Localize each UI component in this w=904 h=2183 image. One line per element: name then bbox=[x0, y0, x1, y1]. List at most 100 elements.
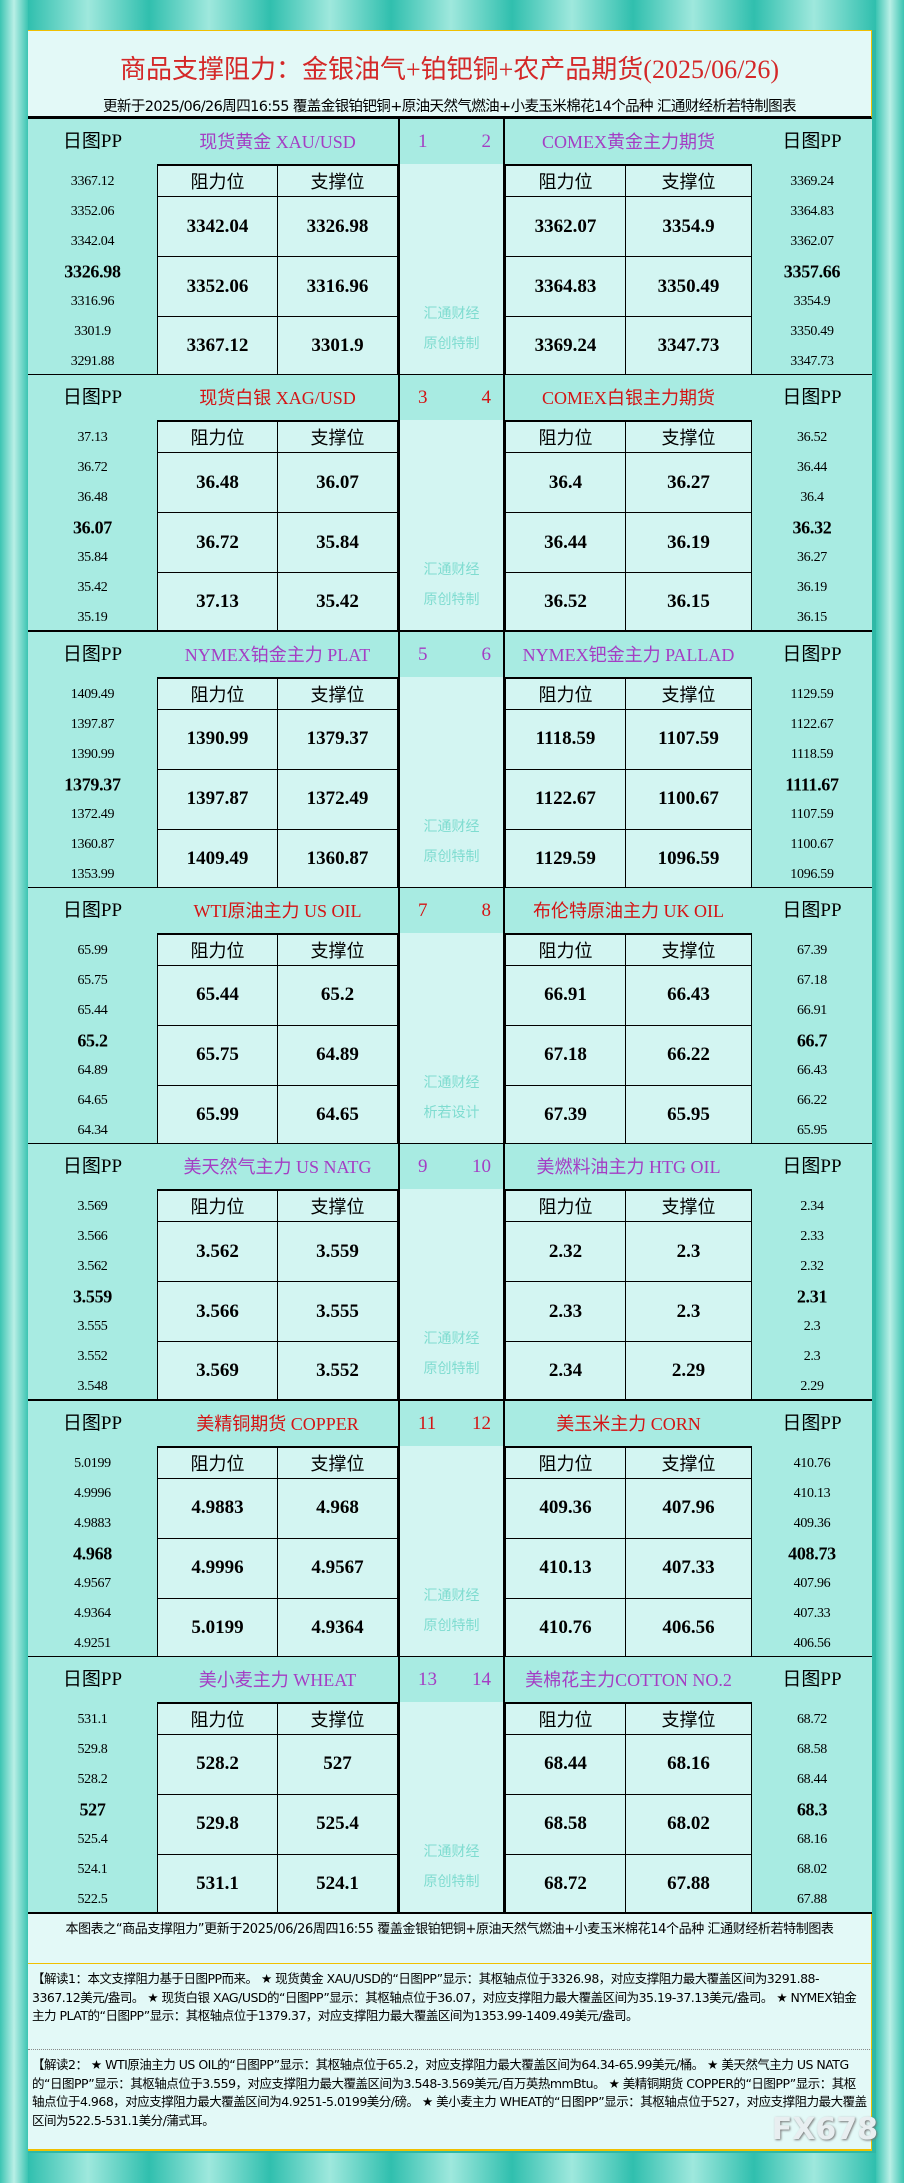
pp-value: 67.88 bbox=[796, 1891, 827, 1907]
pp-value: 1096.59 bbox=[790, 866, 834, 882]
pp-value: 3347.73 bbox=[790, 354, 834, 369]
instrument-number: 11 bbox=[418, 1412, 437, 1434]
pp-value: 66.43 bbox=[796, 1062, 827, 1078]
pp-value: 5.0199 bbox=[74, 1455, 111, 1471]
support-value: 64.89 bbox=[278, 1025, 398, 1086]
support-value: 65.95 bbox=[626, 1085, 752, 1145]
support-value: 3347.73 bbox=[626, 317, 752, 376]
resistance-value: 1390.99 bbox=[158, 709, 278, 770]
pp-value: 68.02 bbox=[796, 1861, 827, 1877]
pp-value: 410.76 bbox=[793, 1455, 831, 1471]
resistance-value: 68.58 bbox=[506, 1794, 626, 1855]
resistance-header: 阻力位 bbox=[158, 422, 278, 454]
resistance-value: 529.8 bbox=[158, 1794, 278, 1855]
resistance-header: 阻力位 bbox=[158, 934, 278, 966]
watermark-text: 原创特制 bbox=[423, 1617, 480, 1634]
resistance-value: 36.44 bbox=[506, 513, 626, 574]
pp-levels-left: 1409.49 1397.87 1390.99 1379.37 1372.49 1360.… bbox=[28, 632, 157, 887]
pp-label: 日图PP bbox=[62, 131, 123, 152]
resistance-value: 1122.67 bbox=[506, 769, 626, 830]
support-header: 支撑位 bbox=[278, 422, 398, 454]
instrument-number: 2 bbox=[481, 131, 492, 152]
pp-value: 2.34 bbox=[800, 1199, 824, 1215]
pp-levels-right: 1129.59 1122.67 1118.59 1111.67 1107.59 1100.… bbox=[752, 632, 872, 887]
pp-label: 日图PP bbox=[782, 899, 842, 921]
pp-value: 524.1 bbox=[77, 1861, 108, 1877]
resistance-header: 阻力位 bbox=[158, 1703, 278, 1735]
instrument-name: 现货白银 XAG/USD bbox=[199, 388, 356, 409]
resistance-value: 2.34 bbox=[506, 1342, 626, 1402]
pp-value: 2.3 bbox=[803, 1349, 821, 1365]
support-value: 66.22 bbox=[626, 1025, 752, 1086]
levels-table-right: 阻力位 支撑位 3362.07 3354.9 3364.83 3350.49 3369.24… bbox=[505, 164, 752, 376]
middle-column: 3 4 汇通财经 原创特制 bbox=[398, 375, 505, 631]
resistance-value: 3.569 bbox=[158, 1342, 278, 1402]
support-value: 36.07 bbox=[278, 453, 398, 514]
pp-value: 3301.9 bbox=[74, 324, 111, 339]
resistance-value: 3369.24 bbox=[506, 317, 626, 376]
instrument-number: 9 bbox=[418, 1156, 428, 1178]
pp-value: 64.34 bbox=[77, 1122, 108, 1138]
resistance-value: 65.75 bbox=[158, 1025, 278, 1086]
pp-value: 36.15 bbox=[796, 610, 827, 626]
pp-value: 36.27 bbox=[796, 550, 827, 566]
pivot-value: 3357.66 bbox=[783, 261, 841, 282]
pp-label: 日图PP bbox=[782, 643, 842, 665]
resistance-value: 409.36 bbox=[506, 1478, 626, 1539]
pp-value: 3342.04 bbox=[70, 234, 115, 249]
watermark-text: 析若设计 bbox=[423, 1104, 480, 1121]
support-value: 66.43 bbox=[626, 965, 752, 1026]
interpretation-1: 【解读1：本文支撑阻力基于日图PP而来。 ★ 现货黄金 XAU/USD的“日图P… bbox=[28, 1964, 872, 2050]
support-value: 1372.49 bbox=[278, 769, 398, 830]
pp-value: 2.29 bbox=[800, 1379, 824, 1395]
pp-value: 1122.67 bbox=[790, 716, 834, 732]
pp-label: 日图PP bbox=[782, 1668, 842, 1690]
resistance-value: 3362.07 bbox=[506, 197, 626, 257]
pp-value: 65.99 bbox=[77, 942, 108, 958]
resistance-value: 36.4 bbox=[506, 453, 626, 514]
pp-value: 4.9996 bbox=[74, 1485, 111, 1501]
pp-value: 35.84 bbox=[77, 550, 108, 566]
pivot-value: 408.73 bbox=[788, 1543, 836, 1563]
pp-value: 35.42 bbox=[77, 580, 108, 596]
levels-table-left: 阻力位 支撑位 3.562 3.559 3.566 3.555 3.569 3.552 bbox=[157, 1189, 398, 1402]
pp-value: 525.4 bbox=[77, 1831, 108, 1847]
pp-levels-left: 37.13 36.72 36.48 36.07 35.84 35.42 35.19 bbox=[28, 375, 157, 630]
instrument-name: 美玉米主力 CORN bbox=[556, 1413, 701, 1434]
instrument-section: 日图PP 65.99 65.75 65.44 65.2 64.89 64.65 64.34 WT… bbox=[28, 887, 872, 1146]
pp-value: 409.36 bbox=[793, 1515, 831, 1531]
levels-table-left: 阻力位 支撑位 3342.04 3326.98 3352.06 3316.96 3367.1… bbox=[157, 164, 398, 376]
pp-value: 410.13 bbox=[793, 1485, 831, 1501]
resistance-value: 410.76 bbox=[506, 1598, 626, 1658]
support-header: 支撑位 bbox=[626, 422, 752, 454]
pp-value: 67.39 bbox=[796, 942, 827, 958]
instrument-name: 现货黄金 XAU/USD bbox=[199, 132, 356, 152]
header: 商品支撑阻力：金银油气+铂钯铜+农产品期货(2025/06/26) 更新于202… bbox=[28, 30, 872, 119]
pivot-value: 36.32 bbox=[792, 517, 832, 538]
watermark-text: 原创特制 bbox=[423, 592, 480, 609]
resistance-header: 阻力位 bbox=[506, 1191, 626, 1223]
pp-value: 3316.96 bbox=[70, 294, 115, 309]
pp-value: 37.13 bbox=[77, 430, 108, 446]
support-value: 407.96 bbox=[626, 1478, 752, 1539]
pp-levels-right: 2.34 2.33 2.32 2.31 2.3 2.3 2.29 bbox=[752, 1144, 872, 1399]
pivot-value: 36.07 bbox=[72, 517, 112, 538]
levels-table-right: 阻力位 支撑位 66.91 66.43 67.18 66.22 67.39 65.95 bbox=[505, 932, 752, 1145]
support-value: 65.2 bbox=[278, 965, 398, 1026]
pp-value: 1129.59 bbox=[790, 686, 834, 702]
support-value: 4.9364 bbox=[278, 1598, 398, 1658]
pp-value: 531.1 bbox=[77, 1711, 108, 1727]
pp-value: 4.9251 bbox=[74, 1635, 111, 1651]
levels-table-left: 阻力位 支撑位 528.2 527 529.8 525.4 531.1 524.1 bbox=[157, 1701, 398, 1914]
instrument-section: 日图PP 531.1 529.8 528.2 527 525.4 524.1 522.5 美小麦… bbox=[28, 1656, 872, 1915]
resistance-value: 36.72 bbox=[158, 513, 278, 574]
resistance-value: 1397.87 bbox=[158, 769, 278, 830]
pp-label: 日图PP bbox=[62, 899, 123, 921]
middle-column: 5 6 汇通财经 原创特制 bbox=[398, 631, 505, 887]
pivot-value: 2.31 bbox=[796, 1286, 828, 1307]
support-value: 3301.9 bbox=[278, 317, 398, 376]
support-value: 525.4 bbox=[278, 1794, 398, 1855]
pp-levels-left: 3.569 3.566 3.562 3.559 3.555 3.552 3.548 bbox=[28, 1144, 157, 1399]
pivot-value: 4.968 bbox=[72, 1543, 112, 1563]
support-value: 3354.9 bbox=[626, 197, 752, 257]
